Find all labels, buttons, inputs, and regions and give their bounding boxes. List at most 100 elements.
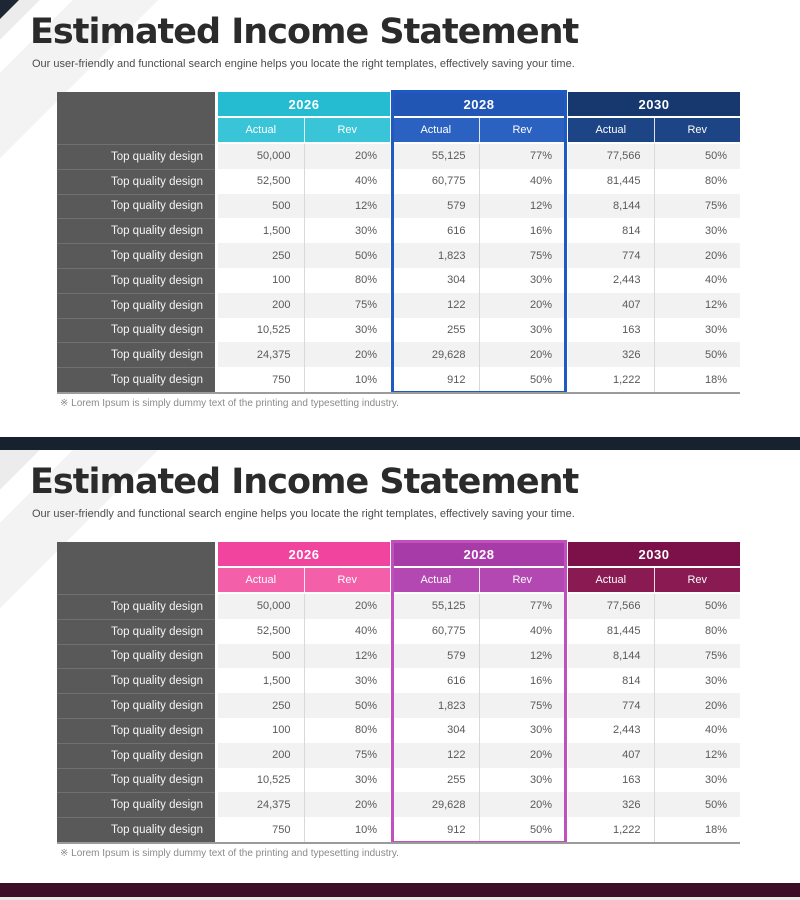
value-cell: 50% [303, 693, 391, 718]
row-label: Top quality design [57, 792, 215, 817]
subheader-cell: Rev [478, 568, 565, 592]
table-row: 814 30% [568, 218, 741, 244]
table-bottom-line [57, 842, 740, 844]
value-cell: 50,000 [256, 150, 291, 163]
row-label: Top quality design [57, 168, 215, 194]
table-row: 912 50% [393, 367, 565, 392]
table-row: 750 10% [218, 817, 390, 842]
value-cell: 50% [478, 817, 566, 842]
value-cell: 40% [653, 267, 741, 293]
table-row: 1,222 18% [568, 367, 740, 392]
value-cell: 12% [478, 643, 566, 669]
value-cell: 20% [303, 594, 391, 619]
row-label: Top quality design [57, 668, 215, 693]
year-group-2026: 2026 Actual Rev 50,000 20% 52,500 40% 500 12% 1,5… [218, 92, 390, 392]
subheader-cell: Actual [393, 118, 479, 142]
value-cell: 579 [447, 649, 466, 662]
value-cell: 200 [272, 299, 291, 312]
value-cell: 814 [622, 674, 641, 687]
table-row: 8,144 75% [568, 193, 740, 219]
year-group-2030: 2030 Actual Rev 77,566 50% 81,445 80% 8,144 75% 8… [568, 542, 740, 842]
value-cell: 20% [303, 342, 391, 368]
table-bottom-line [57, 392, 740, 394]
value-cell: 326 [622, 798, 641, 811]
table-row: 77,566 50% [568, 144, 740, 169]
slide-title: Estimated Income Statement [30, 462, 579, 502]
value-cell: 30% [478, 317, 566, 343]
value-cell: 30% [303, 767, 391, 793]
value-cell: 77% [478, 594, 566, 619]
table-row: 100 80% [218, 267, 390, 293]
value-cell: 750 [272, 823, 291, 836]
value-cell: 20% [478, 792, 566, 818]
table-row: 2,443 40% [568, 267, 741, 293]
subheader-row: Actual Rev [568, 568, 740, 594]
value-cell: 255 [447, 323, 466, 336]
row-label: Top quality design [57, 742, 215, 768]
table-row: 1,823 75% [393, 243, 565, 268]
table-row: 60,775 40% [393, 168, 566, 194]
table-row: 250 50% [218, 243, 390, 268]
value-cell: 30% [478, 767, 566, 793]
value-cell: 60,775 [431, 625, 466, 638]
value-cell: 12% [303, 643, 391, 669]
label-column: Top quality design Top quality design Top … [57, 92, 215, 392]
value-cell: 814 [622, 224, 641, 237]
value-cell: 1,823 [437, 249, 466, 262]
value-cell: 326 [622, 348, 641, 361]
value-cell: 75% [653, 643, 741, 669]
value-cell: 30% [478, 267, 566, 293]
table-row: 200 75% [218, 292, 390, 318]
table-row: 1,222 18% [568, 817, 740, 842]
value-cell: 1,500 [262, 224, 291, 237]
slide-1: Estimated Income Statement Our user-frie… [0, 0, 800, 450]
table-row: 616 16% [393, 668, 565, 694]
value-cell: 29,628 [431, 348, 466, 361]
value-cell: 30% [653, 668, 741, 694]
income-table: Top quality design Top quality design Top … [57, 90, 740, 394]
value-cell: 163 [622, 323, 641, 336]
value-cell: 30% [653, 317, 741, 343]
table-row: 1,500 30% [218, 218, 390, 244]
table-row: 50,000 20% [218, 144, 390, 169]
year-group-2030: 2030 Actual Rev 77,566 50% 81,445 80% 8,144 75% 8… [568, 92, 740, 392]
slide-accent-bar [0, 437, 800, 450]
year-header: 2028 [393, 542, 565, 568]
year-header: 2030 [568, 92, 740, 118]
value-cell: 579 [447, 199, 466, 212]
slide-accent-bar [0, 883, 800, 897]
value-cell: 1,222 [612, 823, 641, 836]
table-row: 52,500 40% [218, 618, 390, 644]
slide-2: Estimated Income Statement Our user-frie… [0, 450, 800, 900]
value-cell: 30% [653, 218, 741, 244]
value-cell: 30% [303, 668, 391, 694]
table-row: 616 16% [393, 218, 565, 244]
corner-triangle-decoration [0, 0, 19, 19]
value-cell: 60,775 [431, 175, 466, 188]
value-cell: 80% [653, 618, 741, 644]
subheader-cell: Rev [653, 568, 740, 592]
value-cell: 40% [478, 168, 566, 194]
value-cell: 912 [447, 373, 466, 386]
value-cell: 10,525 [256, 323, 291, 336]
value-cell: 12% [303, 193, 391, 219]
value-cell: 500 [272, 199, 291, 212]
value-cell: 500 [272, 649, 291, 662]
value-cell: 304 [447, 274, 466, 287]
row-label: Top quality design [57, 767, 215, 793]
value-cell: 55,125 [431, 150, 466, 163]
table-row: 50,000 20% [218, 594, 390, 619]
row-label: Top quality design [57, 218, 215, 243]
table-row: 77,566 50% [568, 594, 740, 619]
value-cell: 1,823 [437, 699, 466, 712]
value-cell: 100 [272, 274, 291, 287]
subheader-cell: Rev [303, 568, 390, 592]
value-cell: 30% [303, 317, 391, 343]
value-cell: 10% [303, 367, 391, 392]
row-label: Top quality design [57, 267, 215, 293]
value-cell: 8,144 [612, 199, 641, 212]
subheader-cell: Rev [303, 118, 390, 142]
subheader-cell: Actual [218, 568, 304, 592]
row-label: Top quality design [57, 693, 215, 718]
label-column-header [57, 92, 215, 144]
